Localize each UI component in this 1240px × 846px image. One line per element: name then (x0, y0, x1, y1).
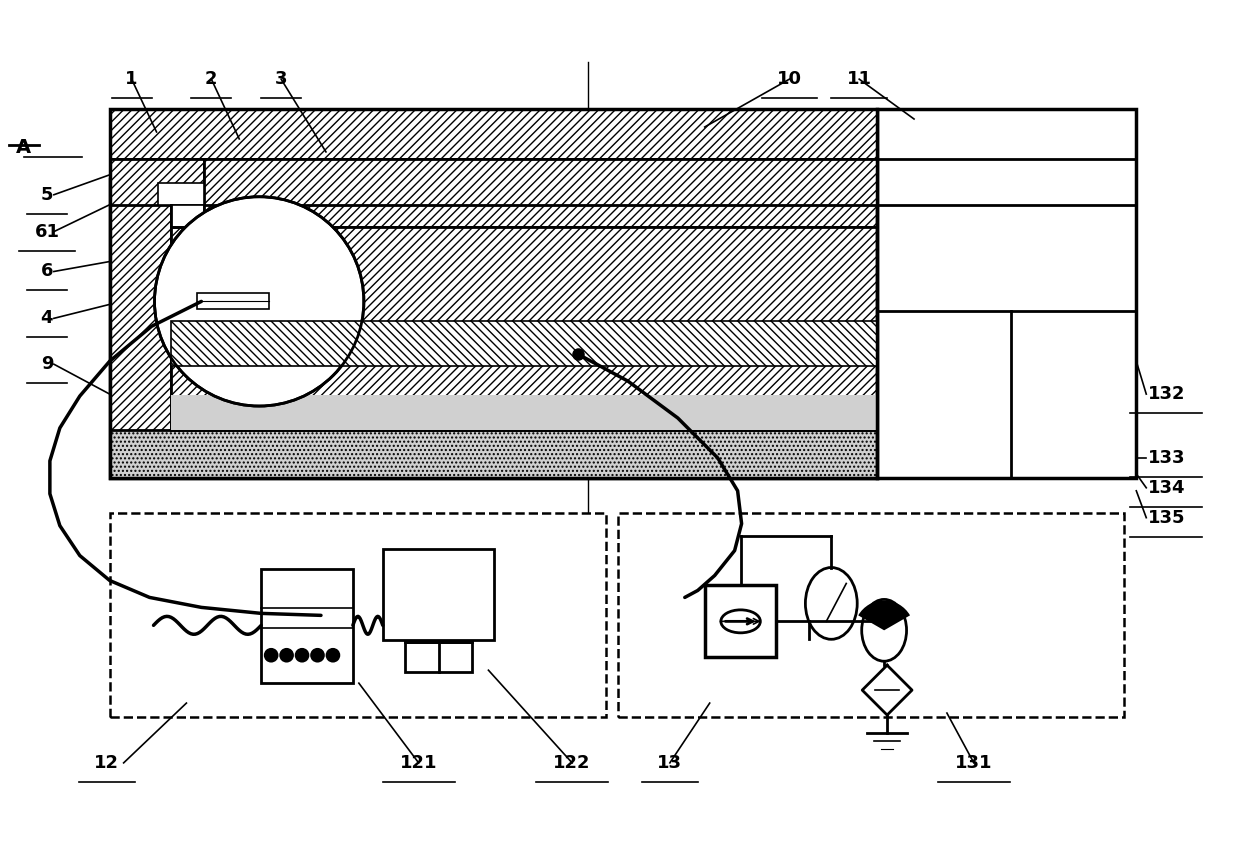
Bar (171, 395, 877, 430)
Text: 3: 3 (275, 70, 288, 88)
Bar (109, 109, 877, 478)
Bar (109, 179, 877, 478)
Bar (197, 294, 269, 310)
Text: 122: 122 (553, 754, 591, 772)
Bar (109, 430, 877, 478)
Text: 9: 9 (41, 355, 53, 373)
Text: 12: 12 (94, 754, 119, 772)
Text: 1: 1 (125, 70, 138, 88)
Circle shape (311, 649, 324, 662)
Text: 133: 133 (1147, 449, 1185, 467)
Text: 132: 132 (1147, 385, 1185, 403)
Bar (157, 183, 205, 205)
Text: 135: 135 (1147, 508, 1185, 527)
Bar (618, 513, 1125, 717)
Text: 61: 61 (35, 222, 60, 240)
Bar (109, 159, 205, 205)
Bar (109, 513, 606, 717)
Circle shape (280, 649, 293, 662)
Bar (171, 205, 205, 227)
Ellipse shape (720, 610, 760, 633)
Wedge shape (858, 601, 910, 630)
Ellipse shape (862, 600, 906, 662)
Bar (109, 179, 171, 478)
Text: 4: 4 (41, 310, 53, 327)
Bar (109, 109, 877, 159)
Text: A: A (16, 138, 31, 157)
Circle shape (295, 649, 309, 662)
Bar (704, 585, 776, 657)
Circle shape (264, 649, 278, 662)
Text: 11: 11 (847, 70, 872, 88)
Circle shape (326, 649, 340, 662)
Bar (383, 548, 495, 640)
Ellipse shape (806, 568, 857, 640)
Bar (171, 321, 877, 366)
Text: 131: 131 (955, 754, 992, 772)
Text: 5: 5 (41, 186, 53, 204)
Text: 6: 6 (41, 262, 53, 281)
Text: 121: 121 (401, 754, 438, 772)
Bar (404, 642, 472, 673)
Bar (171, 227, 877, 430)
Bar (877, 109, 1136, 478)
Circle shape (155, 197, 363, 406)
Polygon shape (862, 665, 913, 715)
Text: 134: 134 (1147, 479, 1185, 497)
Text: 2: 2 (205, 70, 217, 88)
Bar (262, 569, 353, 683)
Text: 10: 10 (777, 70, 802, 88)
Bar (205, 159, 877, 205)
Circle shape (156, 199, 362, 404)
Text: 13: 13 (657, 754, 682, 772)
Bar (171, 205, 877, 227)
